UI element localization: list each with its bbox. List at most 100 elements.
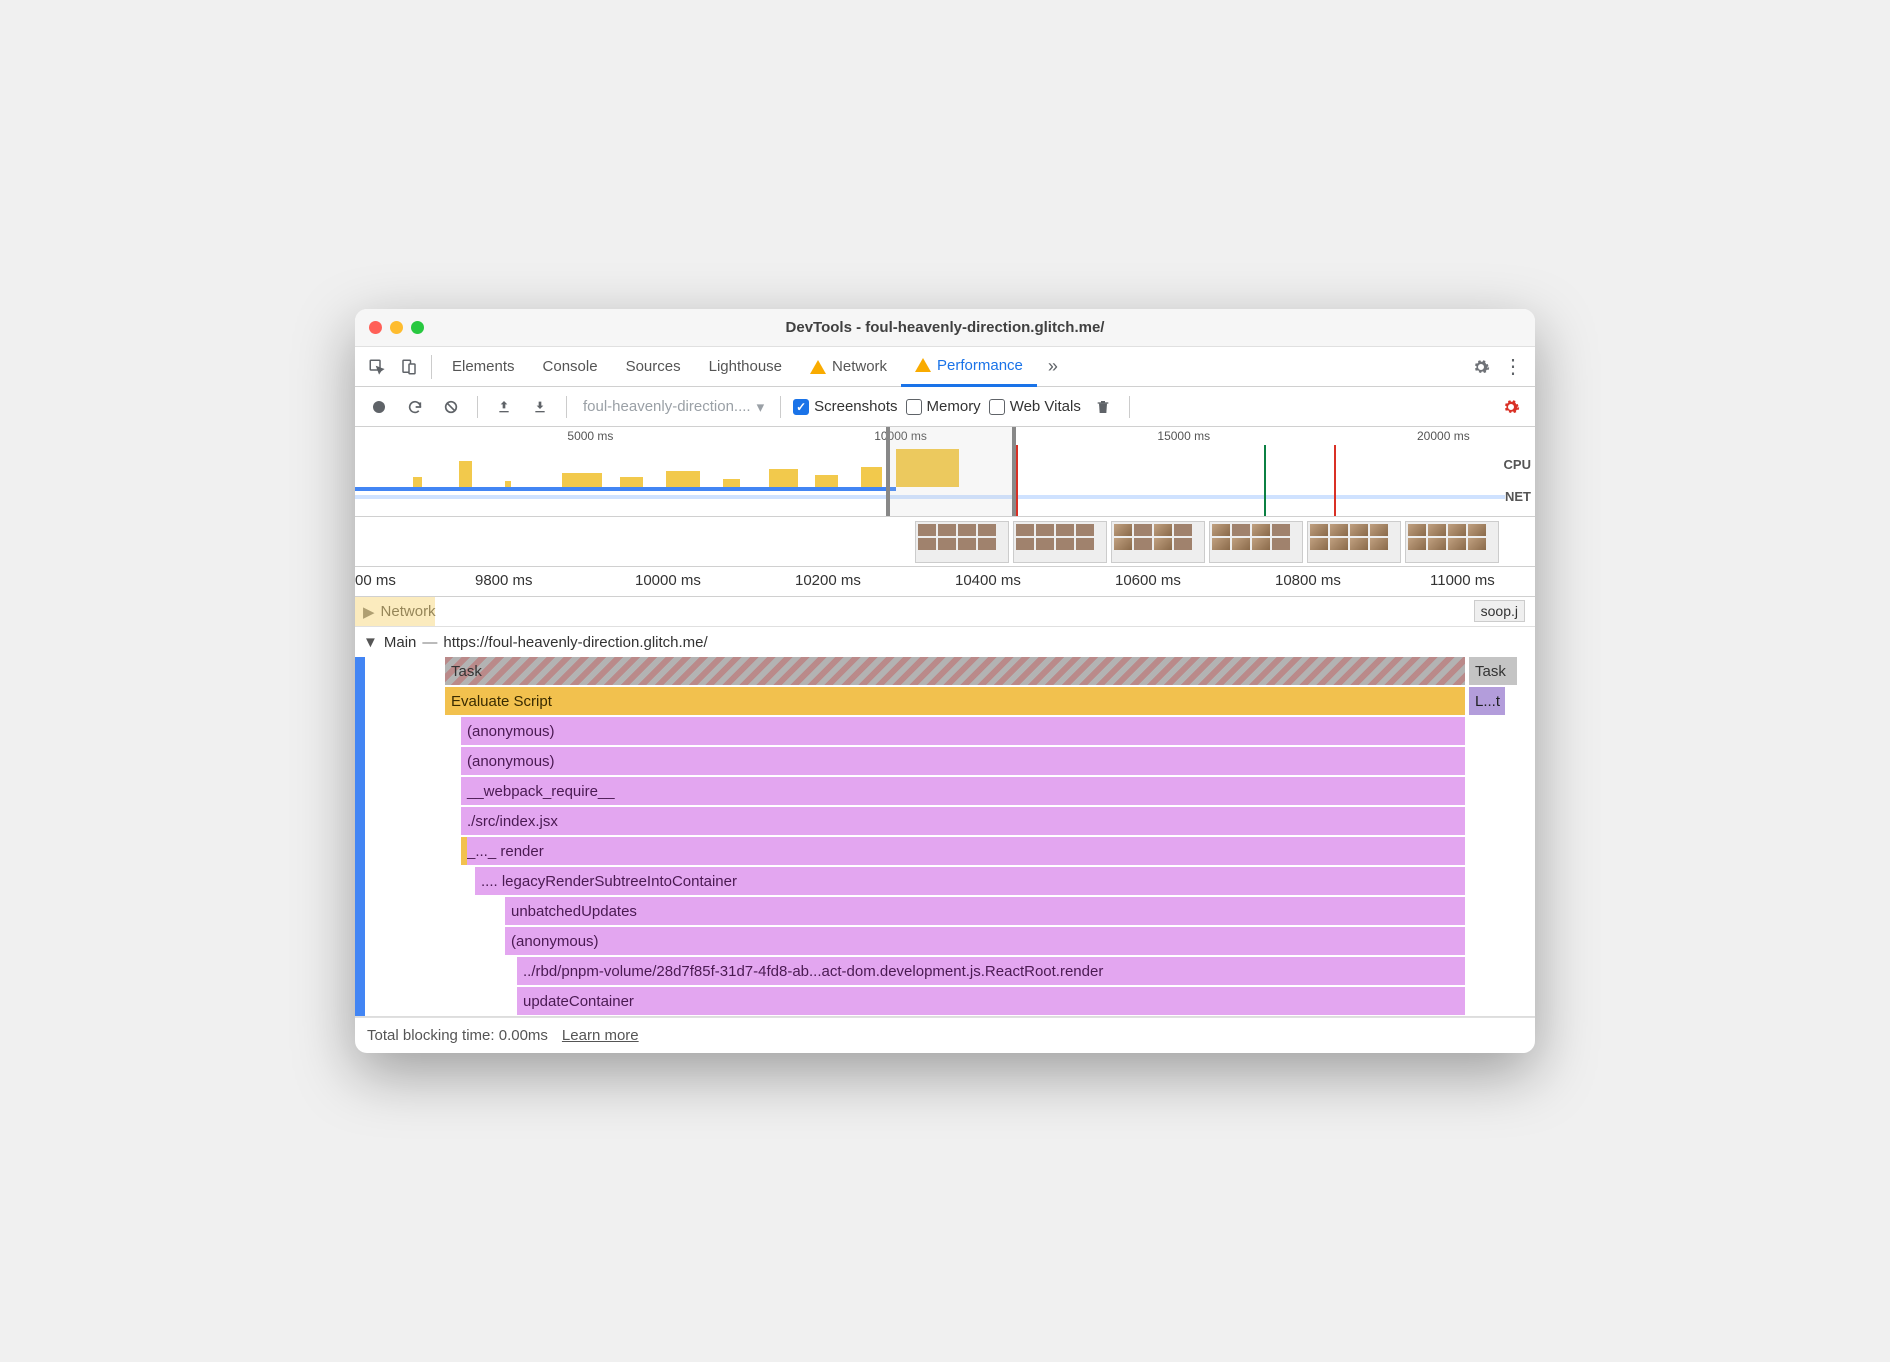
overview-tick: 15000 ms [1157,429,1210,443]
collect-garbage-icon[interactable] [1089,393,1117,421]
flame-bar[interactable]: L...t [1469,687,1505,716]
network-track-header[interactable]: ▶ Network soop.j [355,597,1535,627]
web-vitals-checkbox[interactable]: Web Vitals [989,398,1081,415]
flame-chart[interactable]: Task Task Evaluate Script L...t (anonymous) (… [355,657,1535,1017]
tab-lighthouse[interactable]: Lighthouse [695,347,796,387]
cpu-label: CPU [1504,457,1531,472]
screenshot-thumb[interactable] [1307,521,1401,563]
flame-bar-label: Task [451,663,482,680]
memory-checkbox[interactable]: Memory [906,398,981,415]
recording-name: foul-heavenly-direction.... [583,398,751,415]
flame-bar[interactable]: .... legacyRenderSubtreeIntoContainer [475,867,1465,896]
flame-bar-label: (anonymous) [467,723,555,740]
titlebar: DevTools - foul-heavenly-direction.glitc… [355,309,1535,347]
devtools-window: DevTools - foul-heavenly-direction.glitc… [355,309,1535,1053]
zoom-window-button[interactable] [411,321,424,334]
chevron-down-icon: ▾ [757,398,765,416]
close-window-button[interactable] [369,321,382,334]
flame-bar[interactable]: ../rbd/pnpm-volume/28d7f85f-31d7-4fd8-ab… [517,957,1465,986]
flame-bar-label: Evaluate Script [451,693,552,710]
flame-bar-label: Task [1475,663,1506,680]
overview-tick: 20000 ms [1417,429,1470,443]
screenshot-thumb[interactable] [1209,521,1303,563]
screenshot-thumb[interactable] [1013,521,1107,563]
checkbox-label: Screenshots [814,398,897,415]
dash: — [422,634,437,651]
learn-more-link[interactable]: Learn more [562,1027,639,1044]
divider [1129,396,1130,418]
cpu-activity-bar [815,475,838,487]
flame-bar[interactable]: (anonymous) [505,927,1465,956]
overview-brush-handle[interactable] [886,427,1016,516]
footer: Total blocking time: 0.00ms Learn more [355,1017,1535,1053]
download-profile-icon[interactable] [526,393,554,421]
timeline-overview[interactable]: 5000 ms10000 ms15000 ms20000 ms CPU NET [355,427,1535,517]
collapse-icon: ▼ [363,634,378,651]
tab-label: Elements [452,358,515,375]
network-item[interactable]: soop.j [1474,600,1525,622]
reload-record-button[interactable] [401,393,429,421]
ruler-tick: 00 ms [355,572,396,589]
checkbox-icon [793,399,809,415]
more-tabs-icon[interactable]: » [1037,351,1069,383]
tab-performance[interactable]: Performance [901,347,1037,387]
divider [566,396,567,418]
checkbox-icon [989,399,1005,415]
divider [780,396,781,418]
performance-toolbar: foul-heavenly-direction.... ▾ Screenshot… [355,387,1535,427]
highlight [355,597,435,626]
warning-icon [915,358,931,372]
main-track-header[interactable]: ▼ Main — https://foul-heavenly-direction… [355,627,1535,657]
inspect-element-icon[interactable] [361,351,393,383]
screenshots-checkbox[interactable]: Screenshots [793,398,897,415]
recording-dropdown[interactable]: foul-heavenly-direction.... ▾ [579,398,768,416]
screenshot-thumb[interactable] [1405,521,1499,563]
tab-label: Console [543,358,598,375]
record-button[interactable] [365,393,393,421]
tab-console[interactable]: Console [529,347,612,387]
settings-gear-icon[interactable] [1465,351,1497,383]
cpu-activity-bar [505,481,512,487]
flame-bar-label: updateContainer [523,993,634,1010]
checkbox-icon [906,399,922,415]
panel-tabbar: Elements Console Sources Lighthouse NetworkP… [355,347,1535,387]
cpu-activity-bar [413,477,422,487]
tab-sources[interactable]: Sources [612,347,695,387]
tab-elements[interactable]: Elements [438,347,529,387]
net-label: NET [1505,489,1531,504]
flame-bar-label: .... legacyRenderSubtreeIntoContainer [481,873,737,890]
upload-profile-icon[interactable] [490,393,518,421]
clear-button[interactable] [437,393,465,421]
flame-bar[interactable]: updateContainer [517,987,1465,1016]
flame-bar[interactable]: unbatchedUpdates [505,897,1465,926]
flame-bar[interactable]: (anonymous) [461,747,1465,776]
flame-bar[interactable]: _..._ render [461,837,1465,866]
flame-bar[interactable]: Task [1469,657,1517,686]
flame-bar[interactable]: ./src/index.jsx [461,807,1465,836]
overview-tick: 5000 ms [567,429,613,443]
cpu-activity-bar [723,479,740,487]
ruler-tick: 10800 ms [1275,572,1341,589]
minimize-window-button[interactable] [390,321,403,334]
tab-network[interactable]: Network [796,347,901,387]
flame-gutter [355,657,365,1016]
capture-settings-icon[interactable] [1497,393,1525,421]
flame-bar-label: (anonymous) [511,933,599,950]
kebab-menu-icon[interactable]: ⋮ [1497,351,1529,383]
flame-bar[interactable]: Task [445,657,1465,686]
flame-bar[interactable]: Evaluate Script [445,687,1465,716]
screenshot-thumb[interactable] [915,521,1009,563]
flame-bar-label: unbatchedUpdates [511,903,637,920]
tab-label: Lighthouse [709,358,782,375]
checkbox-label: Memory [927,398,981,415]
flame-bar-label: _..._ render [467,843,544,860]
flame-bar[interactable]: (anonymous) [461,717,1465,746]
flame-bar[interactable]: __webpack_require__ [461,777,1465,806]
self-time-marker [461,837,467,865]
flame-bar-label: ../rbd/pnpm-volume/28d7f85f-31d7-4fd8-ab… [523,963,1103,980]
tab-label: Sources [626,358,681,375]
ruler-tick: 10000 ms [635,572,701,589]
screenshot-thumb[interactable] [1111,521,1205,563]
ruler-tick: 9800 ms [475,572,533,589]
device-toggle-icon[interactable] [393,351,425,383]
